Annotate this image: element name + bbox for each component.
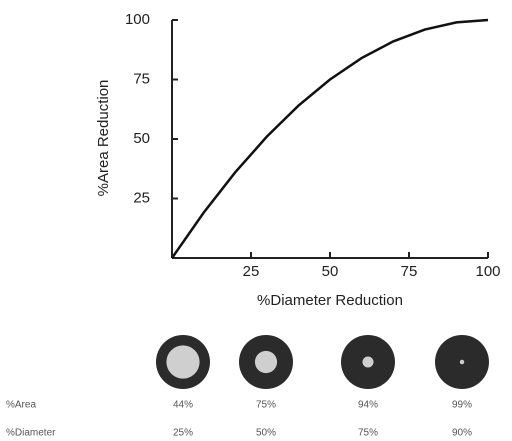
x-tick-label: 50 xyxy=(322,263,339,280)
x-tick-label: 25 xyxy=(243,263,260,280)
x-tick-label: 75 xyxy=(401,263,418,280)
y-axis-title: %Area Reduction xyxy=(95,80,112,197)
vessel-lumen xyxy=(166,345,199,378)
cell: 25% xyxy=(173,428,193,439)
cell: 50% xyxy=(256,428,276,439)
cell: 99% xyxy=(452,400,472,411)
y-tick-label: 100 xyxy=(125,11,150,28)
cell: 94% xyxy=(358,400,378,411)
cell: 75% xyxy=(358,428,378,439)
vessel-lumen xyxy=(460,360,464,364)
row-label: %Diameter xyxy=(6,428,56,439)
vessel-lumen xyxy=(362,356,373,367)
page: %Diameter Reduction %Area Reduction 25 50… xyxy=(0,0,512,441)
y-tick-label: 75 xyxy=(133,70,150,87)
cell: 90% xyxy=(452,428,472,439)
y-tick-label: 25 xyxy=(133,189,150,206)
row-label: %Area xyxy=(6,400,36,411)
cell: 44% xyxy=(173,400,193,411)
cell: 75% xyxy=(256,400,276,411)
y-tick-label: 50 xyxy=(133,130,150,147)
line xyxy=(172,20,488,258)
x-tick-label: 100 xyxy=(475,263,500,280)
vessel-lumen xyxy=(255,351,277,373)
x-axis-title: %Diameter Reduction xyxy=(257,292,403,309)
